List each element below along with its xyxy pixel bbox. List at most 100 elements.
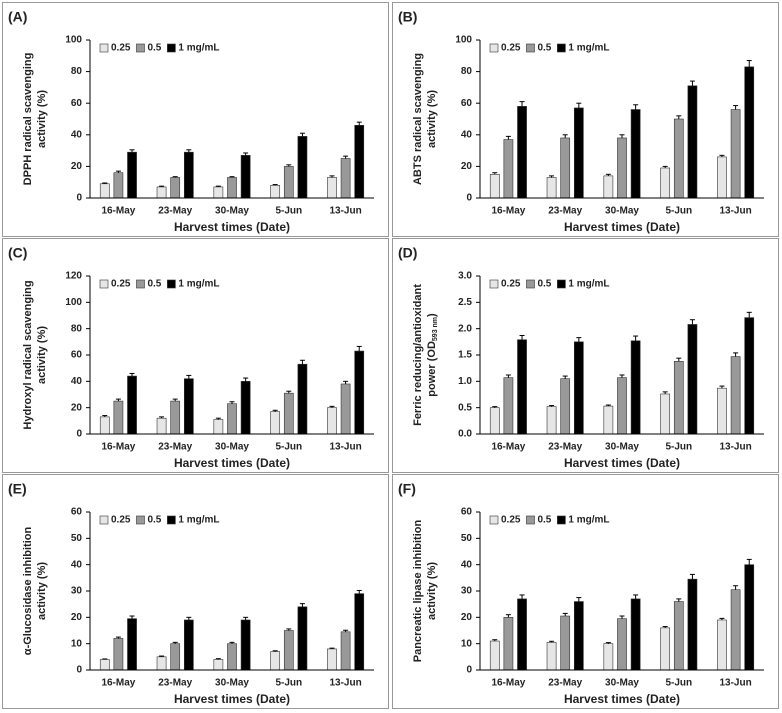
y-tick-label: 80 <box>71 66 83 77</box>
error-bar <box>329 405 335 408</box>
bar <box>503 139 514 199</box>
x-tick-label: 5-Jun <box>665 678 692 689</box>
bar <box>517 339 527 435</box>
error-bar <box>633 335 639 341</box>
legend-label: 0.5 <box>537 515 551 526</box>
error-bar <box>299 359 305 365</box>
error-bar <box>343 155 349 159</box>
y-tick-label: 0.5 <box>458 402 472 413</box>
y-tick-label: 100 <box>455 35 472 46</box>
legend-label: 0.25 <box>501 515 521 526</box>
x-tick-label: 13-Jun <box>329 206 361 217</box>
y-axis-label: activity (%) <box>36 90 48 148</box>
bar <box>546 406 557 435</box>
error-bar <box>733 352 739 357</box>
bar <box>113 638 124 671</box>
y-axis-label: Hydroxyl radical scavenging <box>22 280 34 429</box>
error-bar <box>272 650 278 652</box>
bar <box>297 606 308 671</box>
bar <box>546 177 557 199</box>
error-bar <box>286 164 292 167</box>
panel-label: (E) <box>8 481 27 497</box>
error-bar <box>229 641 235 644</box>
bar <box>354 350 365 435</box>
error-bar <box>505 135 511 140</box>
error-bar <box>229 401 235 404</box>
y-tick-label: 40 <box>71 559 83 570</box>
legend-label: 0.5 <box>147 515 161 526</box>
x-axis-label: Harvest times (Date) <box>174 692 290 706</box>
y-axis-label-subscript: 593 nm <box>432 317 439 341</box>
bar <box>730 109 741 199</box>
error-bar <box>159 185 165 187</box>
x-tick-label: 5-Jun <box>275 678 302 689</box>
x-axis-label: Harvest times (Date) <box>564 220 680 234</box>
bar <box>603 175 614 199</box>
error-bar <box>719 617 725 620</box>
error-bar <box>115 636 121 639</box>
bar <box>660 393 671 435</box>
bar <box>156 186 167 199</box>
bar <box>546 642 557 671</box>
panel-label: (D) <box>398 245 417 261</box>
error-bar <box>562 134 568 138</box>
bar <box>660 627 671 671</box>
y-tick-label: 0 <box>466 193 472 204</box>
y-tick-label: 0 <box>76 665 82 676</box>
panel-label: (C) <box>8 245 27 261</box>
bar <box>630 109 641 199</box>
panel-border <box>2 238 389 473</box>
error-bar <box>619 374 625 378</box>
x-tick-label: 16-May <box>101 206 135 217</box>
legend-label: 1 mg/mL <box>178 515 219 526</box>
x-tick-label: 23-May <box>548 206 582 217</box>
legend-swatch <box>99 279 109 289</box>
y-axis-label: power (OD593 nm) <box>426 313 439 397</box>
legend-swatch <box>489 279 499 289</box>
bar <box>270 185 281 199</box>
x-tick-label: 16-May <box>491 678 525 689</box>
panel: (C) Hydroxyl radical scavenging activity (… <box>2 238 389 473</box>
y-tick-label: 0 <box>76 193 82 204</box>
bar <box>730 589 741 671</box>
bar <box>617 377 627 435</box>
error-bar <box>215 417 221 420</box>
panel-border <box>392 2 779 237</box>
bar <box>660 167 671 199</box>
error-bar <box>576 337 582 342</box>
bar <box>560 137 571 199</box>
bar <box>283 630 294 671</box>
bar <box>297 136 308 199</box>
x-axis-label: Harvest times (Date) <box>564 456 680 470</box>
error-bar <box>129 615 135 619</box>
error-bar <box>549 405 555 407</box>
y-tick-label: 60 <box>71 350 83 361</box>
legend-label: 0.25 <box>501 43 521 54</box>
legend-swatch <box>489 515 499 525</box>
error-bar <box>243 152 249 156</box>
error-bar <box>186 149 192 153</box>
error-bar <box>215 185 221 187</box>
bar <box>489 174 500 199</box>
error-bar <box>229 176 235 178</box>
error-bar <box>329 647 335 649</box>
bar <box>127 618 137 671</box>
error-bar <box>172 398 178 402</box>
bar <box>517 106 527 199</box>
error-bar <box>519 594 525 599</box>
y-tick-label: 80 <box>461 66 473 77</box>
error-bar <box>605 173 611 176</box>
y-tick-label: 0 <box>76 429 82 440</box>
error-bar <box>746 60 752 67</box>
legend-label: 1 mg/mL <box>178 43 219 54</box>
x-tick-label: 23-May <box>548 678 582 689</box>
x-tick-label: 30-May <box>215 206 249 217</box>
error-bar <box>562 375 568 379</box>
bar <box>503 617 514 671</box>
y-tick-label: 40 <box>71 376 83 387</box>
x-tick-label: 30-May <box>605 442 639 453</box>
panel-label: (A) <box>8 9 27 25</box>
error-bar <box>562 612 568 617</box>
error-bar <box>115 170 121 173</box>
